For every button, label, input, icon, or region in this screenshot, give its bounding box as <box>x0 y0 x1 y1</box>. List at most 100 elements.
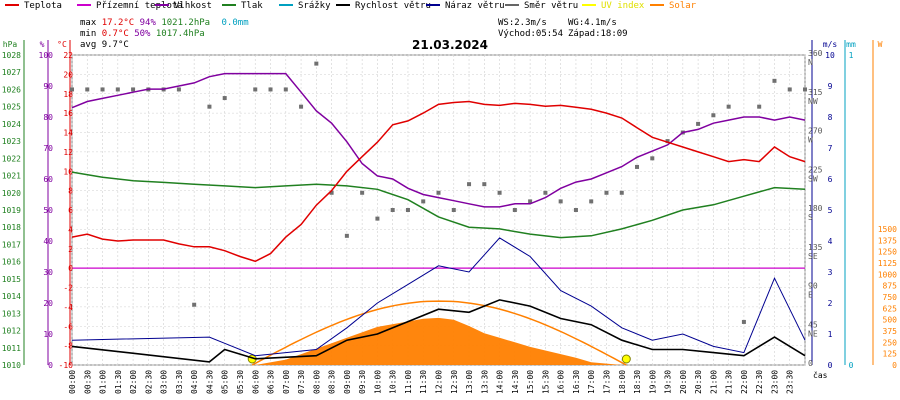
axis-time-tick: 08:30 <box>328 370 337 394</box>
stats-max-row: max 17.2°C 94% 1021.2hPa 0.0mm <box>80 18 249 28</box>
axis-pct-label: % <box>40 40 45 49</box>
axis-time-tick: 09:30 <box>358 370 367 394</box>
axis-hpa-tick: 1020 <box>2 189 21 198</box>
axis-time-tick: 23:30 <box>786 370 795 394</box>
axis-dir-tick: SE <box>808 252 818 261</box>
axis-time-tick: 17:00 <box>587 370 596 394</box>
axis-degc-tick: 8 <box>68 187 73 196</box>
axis-hpa-tick: 1018 <box>2 223 21 232</box>
series-wind-direction-point <box>375 216 380 221</box>
chart-title: 21.03.2024 <box>412 38 488 52</box>
series-wind-direction-point <box>451 208 456 212</box>
series-wind-direction-point <box>589 199 594 204</box>
axis-dir-tick: 270 <box>808 127 823 136</box>
axis-hpa-tick: 1019 <box>2 206 21 215</box>
axis-time-tick: 14:30 <box>511 370 520 394</box>
axis-time-tick: 14:00 <box>496 370 505 394</box>
axis-time-tick: 22:30 <box>755 370 764 394</box>
axis-time-tick: 05:30 <box>236 370 245 394</box>
axis-degc-tick: -10 <box>59 361 74 370</box>
legend-swatch <box>505 3 519 6</box>
axis-dir-tick: 225 <box>808 165 823 174</box>
legend-label: Rychlost větru <box>355 1 431 11</box>
axis-time-tick: 02:00 <box>129 370 138 394</box>
axis-ms-tick: 3 <box>828 268 833 277</box>
stats-max-press: 1021.2hPa <box>161 18 211 28</box>
wind-speed-avg: WS:2.3m/s <box>498 18 547 28</box>
legend-item-solar: Solar <box>650 1 696 13</box>
axis-degc-tick: 16 <box>63 109 73 118</box>
axis-time-tick: 10:30 <box>389 370 398 394</box>
legend-label: Náraz větru <box>445 1 505 11</box>
series-wind-direction-point <box>650 156 655 161</box>
axis-ms-tick: 7 <box>828 144 833 153</box>
axis-time-tick: 20:30 <box>694 370 703 394</box>
stats-avg-temp: 9.7°C <box>101 40 129 50</box>
axis-time-tick: 21:00 <box>709 370 718 394</box>
axis-degc-tick: 18 <box>63 90 73 99</box>
axis-degc-tick: 22 <box>63 51 73 60</box>
axis-dir-tick: NW <box>808 97 818 106</box>
stats-min-row: min 0.7°C 50% 1017.4hPa <box>80 29 205 39</box>
series-wind-direction-point <box>314 61 319 66</box>
axis-time-tick: 15:00 <box>526 370 535 394</box>
series-wind-direction-point <box>543 190 548 195</box>
legend-label: Teplota <box>24 1 62 11</box>
legend-swatch <box>77 3 91 6</box>
series-solar-area <box>255 317 628 365</box>
axis-hpa-tick: 1022 <box>2 154 21 163</box>
series-wind-direction-point <box>665 139 670 144</box>
axis-solar-tick: 125 <box>883 350 898 359</box>
series-wind-direction-point <box>635 164 640 169</box>
series-wind-direction-point <box>558 199 563 204</box>
series-wind-direction-point <box>497 190 502 195</box>
axis-solar-tick: 625 <box>883 304 898 313</box>
axis-time-tick: 00:30 <box>83 370 92 394</box>
axis-time-label: čas <box>813 370 828 380</box>
axis-solar-tick: 1375 <box>878 236 897 245</box>
axis-dir-tick: 360 <box>808 49 823 58</box>
axis-pct-tick: 100 <box>39 51 54 60</box>
axis-time-tick: 06:00 <box>251 370 260 394</box>
axis-time-tick: 10:00 <box>373 370 382 394</box>
axis-time-tick: 03:30 <box>175 370 184 394</box>
axis-dir-tick: NE <box>808 329 818 338</box>
axis-degc-tick: -4 <box>63 303 73 312</box>
series-wind-direction-point <box>757 104 762 109</box>
series-wind-direction-point <box>482 182 487 187</box>
series-wind-direction-point <box>696 121 701 126</box>
axis-hpa-tick: 1014 <box>2 292 21 301</box>
axis-hpa-tick: 1028 <box>2 51 21 60</box>
series-wind-speed-line <box>71 299 806 363</box>
stats-min-press: 1017.4hPa <box>155 29 205 39</box>
legend-swatch <box>155 3 169 6</box>
axis-ms-label: m/s <box>823 40 838 49</box>
axis-time-tick: 11:00 <box>404 370 413 394</box>
sun-elevation-curve <box>251 300 627 366</box>
axis-pct-tick: 0 <box>48 361 53 370</box>
series-wind-direction-point <box>70 87 74 92</box>
series-wind-direction-point <box>299 104 304 109</box>
legend-item-vlhkost: Vlhkost <box>155 1 212 13</box>
series-wind-direction-point <box>436 190 441 195</box>
axis-dir-tick: 315 <box>808 88 823 97</box>
series-humidity-line <box>71 72 806 208</box>
axis-hpa-tick: 1011 <box>2 344 21 353</box>
axis-time-tick: 16:30 <box>572 370 581 394</box>
axis-time-tick: 13:00 <box>465 370 474 394</box>
axis-hpa-tick: 1025 <box>2 103 21 112</box>
series-wind-direction-point <box>192 302 197 307</box>
series-wind-direction-point <box>803 87 807 92</box>
sunset-time: Západ:18:09 <box>568 29 628 39</box>
series-wind-direction-point <box>176 87 181 92</box>
axis-time-tick: 20:00 <box>679 370 688 394</box>
series-wind-direction-point <box>421 199 426 204</box>
axis-dir-tick: 180 <box>808 204 823 213</box>
series-wind-direction-point <box>344 233 349 238</box>
axis-ms-tick: 1 <box>828 330 833 339</box>
series-wind-direction-point <box>253 87 258 92</box>
axis-degc-tick: 12 <box>63 148 73 157</box>
axis-solar-tick: 750 <box>883 293 898 302</box>
legend-label: Tlak <box>241 1 263 11</box>
